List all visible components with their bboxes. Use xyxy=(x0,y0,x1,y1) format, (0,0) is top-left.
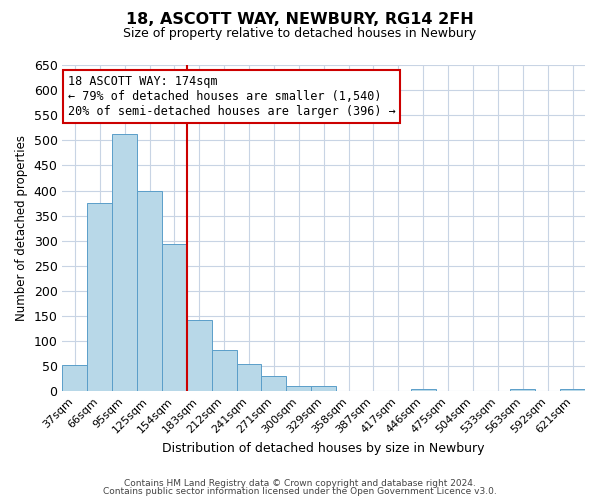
Text: Size of property relative to detached houses in Newbury: Size of property relative to detached ho… xyxy=(124,28,476,40)
Y-axis label: Number of detached properties: Number of detached properties xyxy=(15,135,28,321)
Bar xyxy=(137,190,162,392)
Bar xyxy=(88,203,112,392)
Bar xyxy=(112,134,137,392)
Bar xyxy=(560,389,585,392)
Bar xyxy=(262,376,286,392)
Bar xyxy=(511,389,535,392)
Text: Contains public sector information licensed under the Open Government Licence v3: Contains public sector information licen… xyxy=(103,487,497,496)
X-axis label: Distribution of detached houses by size in Newbury: Distribution of detached houses by size … xyxy=(163,442,485,455)
Bar xyxy=(162,244,187,392)
Bar xyxy=(62,365,88,392)
Bar xyxy=(311,386,336,392)
Bar xyxy=(286,386,311,392)
Bar xyxy=(236,364,262,392)
Bar xyxy=(212,350,236,392)
Bar xyxy=(411,389,436,392)
Text: 18 ASCOTT WAY: 174sqm
← 79% of detached houses are smaller (1,540)
20% of semi-d: 18 ASCOTT WAY: 174sqm ← 79% of detached … xyxy=(68,75,395,118)
Text: 18, ASCOTT WAY, NEWBURY, RG14 2FH: 18, ASCOTT WAY, NEWBURY, RG14 2FH xyxy=(126,12,474,28)
Text: Contains HM Land Registry data © Crown copyright and database right 2024.: Contains HM Land Registry data © Crown c… xyxy=(124,478,476,488)
Bar xyxy=(187,320,212,392)
